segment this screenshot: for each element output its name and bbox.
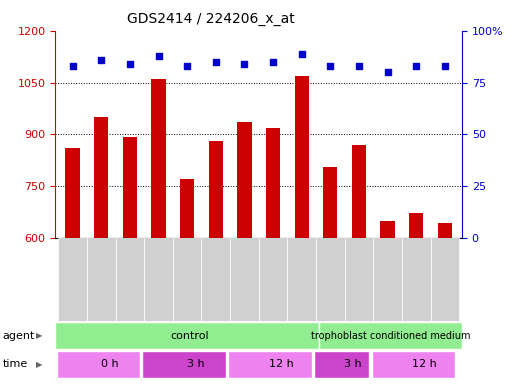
Point — [154, 53, 163, 59]
Bar — [380, 221, 395, 384]
Bar — [180, 179, 194, 384]
Bar — [144, 238, 173, 321]
Point — [383, 69, 392, 75]
Bar — [319, 322, 462, 349]
Text: time: time — [3, 359, 28, 369]
Bar — [94, 117, 108, 384]
Text: 12 h: 12 h — [269, 359, 294, 369]
Bar — [173, 238, 202, 321]
Text: 0 h: 0 h — [101, 359, 119, 369]
Point — [240, 61, 249, 67]
Point — [126, 61, 134, 67]
Bar — [122, 137, 137, 384]
Bar — [430, 238, 459, 321]
Bar — [373, 238, 402, 321]
Bar — [55, 322, 319, 349]
Bar — [143, 351, 226, 378]
Bar — [323, 167, 337, 384]
Bar — [209, 141, 223, 384]
Point — [412, 63, 420, 69]
Text: trophoblast conditioned medium: trophoblast conditioned medium — [310, 331, 470, 341]
Point — [355, 63, 363, 69]
Text: ▶: ▶ — [36, 331, 42, 340]
Point — [69, 63, 77, 69]
Text: 3 h: 3 h — [187, 359, 204, 369]
Point — [183, 63, 191, 69]
Bar — [295, 76, 309, 384]
Bar — [402, 238, 430, 321]
Bar — [202, 238, 230, 321]
Bar — [438, 223, 452, 384]
Bar — [345, 238, 373, 321]
Bar — [65, 148, 80, 384]
Point — [269, 59, 277, 65]
Bar — [87, 238, 116, 321]
Point — [440, 63, 449, 69]
Bar — [230, 238, 259, 321]
Point — [212, 59, 220, 65]
Bar — [229, 351, 312, 378]
Bar — [152, 79, 166, 384]
Text: ▶: ▶ — [36, 360, 42, 369]
Bar — [287, 238, 316, 321]
Bar — [352, 145, 366, 384]
Bar — [316, 238, 345, 321]
Text: GDS2414 / 224206_x_at: GDS2414 / 224206_x_at — [127, 12, 295, 25]
Bar — [314, 351, 369, 378]
Text: control: control — [171, 331, 209, 341]
Bar — [266, 128, 280, 384]
Bar — [116, 238, 144, 321]
Bar — [259, 238, 287, 321]
Point — [97, 57, 106, 63]
Bar — [58, 238, 87, 321]
Text: 12 h: 12 h — [412, 359, 437, 369]
Bar — [237, 122, 251, 384]
Point — [297, 50, 306, 56]
Point — [326, 63, 335, 69]
Text: agent: agent — [3, 331, 35, 341]
Bar — [372, 351, 455, 378]
Bar — [409, 213, 423, 384]
Bar — [56, 351, 140, 378]
Text: 3 h: 3 h — [344, 359, 362, 369]
